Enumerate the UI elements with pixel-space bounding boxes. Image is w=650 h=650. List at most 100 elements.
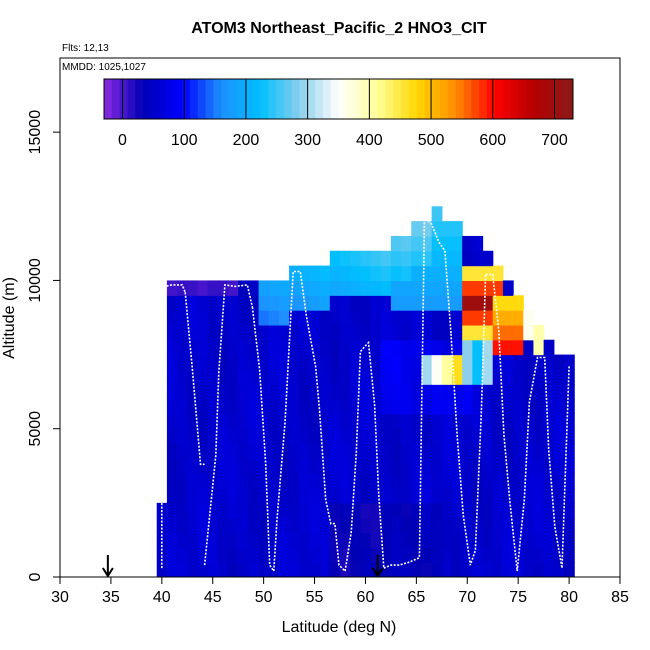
heatmap-cell xyxy=(228,354,239,370)
heatmap-cell xyxy=(513,458,524,474)
heatmap-cell xyxy=(502,413,514,430)
heatmap-cell xyxy=(441,443,453,459)
heatmap-cell xyxy=(441,235,453,252)
flight-track-line xyxy=(273,270,321,572)
heatmap-cell xyxy=(431,384,443,400)
heatmap-cell xyxy=(390,399,402,415)
heatmap-cell xyxy=(166,295,178,311)
heatmap-cell xyxy=(177,324,188,341)
heatmap-cell xyxy=(248,384,260,400)
arrow-head xyxy=(102,567,114,578)
heatmap-cell xyxy=(513,369,524,385)
heatmap-cell xyxy=(370,488,382,504)
heatmap-cell xyxy=(166,339,178,356)
heatmap-cell xyxy=(299,354,311,370)
x-tick-label: 85 xyxy=(611,589,629,606)
heatmap-cell xyxy=(543,473,555,489)
heatmap-cell xyxy=(166,280,178,296)
heatmap-cell xyxy=(380,502,392,519)
colorbar-tick-label: 600 xyxy=(479,132,506,149)
heatmap-cell xyxy=(441,562,453,577)
heatmap-cell xyxy=(197,384,209,400)
heatmap-cell xyxy=(401,502,412,519)
heatmap-cell xyxy=(452,532,463,548)
heatmap-cell xyxy=(462,295,473,311)
heatmap-cell xyxy=(380,280,392,296)
heatmap-cell xyxy=(513,428,524,445)
heatmap-cell xyxy=(482,547,494,563)
heatmap-cell xyxy=(370,517,382,534)
heatmap-cell xyxy=(421,473,433,489)
heatmap-cell xyxy=(472,413,484,430)
heatmap-cell xyxy=(299,517,311,534)
heatmap-cell xyxy=(207,517,219,534)
heatmap-cell xyxy=(289,265,300,282)
heatmap-cell xyxy=(299,488,311,504)
heatmap-cell xyxy=(166,324,178,341)
heatmap-cell xyxy=(350,562,361,577)
heatmap-cell xyxy=(472,369,484,385)
heatmap-cell xyxy=(492,473,504,489)
heatmap-cell xyxy=(401,250,412,267)
heatmap-cell xyxy=(390,562,402,577)
heatmap-cell xyxy=(431,339,443,356)
heatmap-cell xyxy=(156,532,168,548)
heatmap-cell xyxy=(278,280,290,296)
heatmap-cell xyxy=(533,428,545,445)
heatmap-cell xyxy=(523,369,535,385)
heatmap-cell xyxy=(309,265,321,282)
heatmap-cell xyxy=(492,428,504,445)
heatmap-cell xyxy=(319,547,331,563)
colorbar-segment xyxy=(549,79,558,119)
heatmap-cell xyxy=(543,502,555,519)
heatmap-cell xyxy=(299,310,311,326)
heatmap-cell xyxy=(421,324,433,341)
heatmap-cell xyxy=(187,532,199,548)
heatmap-cell xyxy=(472,517,484,534)
heatmap-cell xyxy=(177,562,188,577)
heatmap-cell xyxy=(268,369,280,385)
heatmap-cell xyxy=(289,517,300,534)
heatmap-cell xyxy=(329,532,341,548)
heatmap-cell xyxy=(360,443,372,459)
heatmap-cell xyxy=(370,339,382,356)
heatmap-cell xyxy=(513,443,524,459)
heatmap-cell xyxy=(350,339,361,356)
heatmap-cell xyxy=(513,324,524,341)
heatmap-cell xyxy=(360,547,372,563)
heatmap-cell xyxy=(441,399,453,415)
heatmap-cell xyxy=(401,265,412,282)
heatmap-cell xyxy=(421,235,433,252)
heatmap-cell xyxy=(370,324,382,341)
heatmap-cell xyxy=(492,280,504,296)
colorbar-segment xyxy=(252,79,261,119)
heatmap-cell xyxy=(299,502,311,519)
heatmap-cell xyxy=(238,517,249,534)
colorbar-segment xyxy=(174,79,183,119)
heatmap-cell xyxy=(431,310,443,326)
colorbar-segment xyxy=(330,79,339,119)
heatmap-cell xyxy=(340,310,351,326)
heatmap-cell xyxy=(502,295,514,311)
heatmap-cell xyxy=(411,250,423,267)
heatmap-cell xyxy=(370,250,382,267)
heatmap-cell xyxy=(502,354,514,370)
heatmap-cell xyxy=(523,339,535,356)
heatmap-cell xyxy=(207,339,219,356)
heatmap-cell xyxy=(421,488,433,504)
heatmap-cell xyxy=(238,443,249,459)
heatmap-cell xyxy=(166,443,178,459)
heatmap-cell xyxy=(197,532,209,548)
heatmap-cell xyxy=(289,562,300,577)
heatmap-cell xyxy=(177,443,188,459)
heatmap-cell xyxy=(421,547,433,563)
heatmap-cell xyxy=(452,473,463,489)
heatmap-cell xyxy=(370,310,382,326)
heatmap-cell xyxy=(421,502,433,519)
heatmap-cell xyxy=(472,562,484,577)
heatmap-cell xyxy=(390,443,402,459)
heatmap-cell xyxy=(390,458,402,474)
heatmap-cell xyxy=(278,399,290,415)
heatmap-cell xyxy=(390,502,402,519)
heatmap-cell xyxy=(207,413,219,430)
